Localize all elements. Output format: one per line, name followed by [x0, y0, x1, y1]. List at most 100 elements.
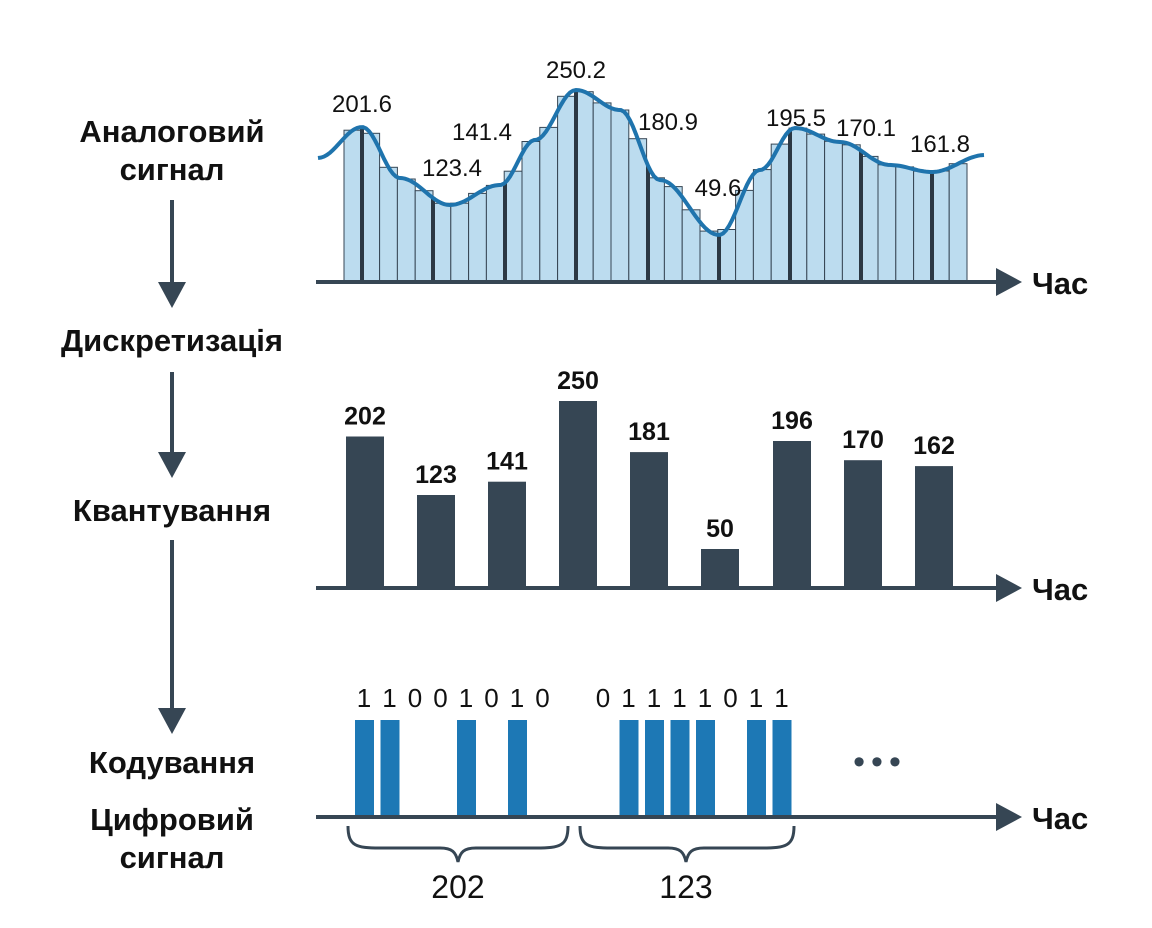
bit-label: 0 — [535, 683, 550, 713]
sampling-strip — [361, 132, 381, 283]
bit-label: 1 — [774, 683, 789, 713]
code-pulse — [696, 720, 715, 815]
sampling-strip — [913, 170, 932, 283]
quantized-label: 162 — [913, 432, 955, 460]
quantized-label: 50 — [706, 515, 734, 543]
sampling-strip — [877, 164, 897, 283]
quantized-label: 181 — [628, 418, 670, 446]
bit-label: 1 — [698, 683, 713, 713]
axis-label-quantized: Час — [1032, 572, 1088, 607]
stage-label-analog-line1: Аналоговий — [79, 114, 264, 149]
analog-sample-label: 123.4 — [422, 155, 482, 182]
code-pulse — [670, 720, 690, 815]
sampling-strip — [841, 144, 861, 283]
quantized-bar — [346, 436, 384, 588]
quantized-bar — [773, 441, 811, 588]
analog-signal-panel: 201.6 123.4 141.4 250.2 180.9 49.6 195.5 170.1 1… — [316, 57, 1088, 301]
code-pulse — [645, 720, 664, 815]
code-pulse — [355, 720, 374, 815]
stage-label-quantization: Квантування — [73, 493, 271, 528]
flow-arrow-2 — [158, 372, 186, 478]
analog-sample-label: 170.1 — [836, 115, 896, 142]
bit-label: 1 — [621, 683, 636, 713]
bit-label: 0 — [408, 683, 423, 713]
group-brace-123 — [578, 825, 796, 863]
sample-lines — [360, 90, 934, 282]
analog-sample-label: 195.5 — [766, 105, 826, 132]
sampling-strip — [699, 230, 719, 283]
quantized-bar — [701, 549, 739, 588]
group-value-123: 123 — [659, 869, 712, 905]
stage-label-digital-line1: Цифровий — [90, 802, 254, 837]
bit-label: 1 — [749, 683, 764, 713]
sampling-strip — [557, 95, 576, 283]
stage-label-digital-line2: сигнал — [120, 840, 225, 875]
sampling-strip — [592, 102, 612, 283]
quantized-bar — [844, 460, 882, 588]
ellipsis-dots: ••• — [853, 743, 907, 781]
sampling-strip — [824, 140, 843, 283]
bit-label: 1 — [357, 683, 372, 713]
sampling-strips — [343, 91, 968, 283]
time-axis-arrow-digital — [996, 803, 1022, 831]
analog-sample-label: 250.2 — [546, 57, 606, 84]
bit-label: 0 — [723, 683, 738, 713]
sampling-strip — [948, 163, 968, 283]
code-pulse — [747, 720, 766, 815]
axis-label-analog: Час — [1032, 266, 1088, 301]
sampling-strip — [521, 141, 541, 283]
sampling-strip — [485, 184, 505, 283]
analog-sample-label: 49.6 — [695, 175, 742, 202]
sampling-strip — [468, 192, 487, 283]
analog-sample-label: 141.4 — [452, 119, 512, 146]
sampling-strip — [396, 178, 416, 283]
sampling-strip — [539, 126, 559, 283]
quantized-label: 202 — [344, 403, 386, 431]
quantized-label: 141 — [486, 448, 528, 476]
sampling-strip — [752, 169, 772, 283]
bit-label: 1 — [510, 683, 525, 713]
sampling-strip — [379, 166, 398, 283]
sampling-strip — [343, 129, 363, 283]
bit-label: 1 — [647, 683, 662, 713]
quantized-label: 123 — [415, 461, 457, 489]
quantized-label: 250 — [557, 367, 599, 395]
sampling-strip — [663, 186, 683, 283]
time-axis-arrow-analog — [996, 268, 1022, 296]
analog-sample-labels: 201.6 123.4 141.4 250.2 180.9 49.6 195.5 170.1 1… — [332, 57, 970, 202]
analog-curve — [317, 87, 985, 237]
code-pulse — [380, 720, 400, 815]
code-pulse — [508, 720, 527, 815]
code-pulse — [772, 720, 792, 815]
sampling-strip — [574, 91, 594, 283]
sampling-strip — [610, 109, 630, 283]
bit-label: 0 — [433, 683, 448, 713]
quantized-bar — [630, 452, 668, 588]
flow-arrow-1 — [158, 200, 186, 308]
sampling-strip — [895, 166, 915, 283]
group-brace-202 — [346, 825, 570, 863]
quantized-bar — [559, 401, 597, 588]
bit-label: 1 — [672, 683, 687, 713]
quantized-bar — [915, 466, 953, 588]
code-pulses — [355, 720, 792, 815]
quantized-bars — [346, 401, 953, 588]
analog-sample-label: 180.9 — [638, 109, 698, 136]
stage-label-sampling: Дискретизація — [61, 323, 283, 358]
quantized-bar — [417, 495, 455, 588]
code-pulse — [457, 720, 476, 815]
quantized-bar — [488, 481, 526, 588]
stage-label-coding: Кодування — [89, 745, 255, 780]
bit-label: 1 — [459, 683, 474, 713]
group-value-202: 202 — [431, 869, 484, 905]
sampling-strip — [432, 202, 452, 283]
sampling-strip — [770, 143, 790, 283]
stage-label-analog-line2: сигнал — [120, 152, 225, 187]
sampling-strip — [414, 190, 434, 283]
time-axis-arrow-quantized — [996, 574, 1022, 602]
quantized-label: 196 — [771, 407, 813, 435]
quantization-panel: 202 123 141 250 181 50 196 170 162 Час — [316, 367, 1088, 607]
